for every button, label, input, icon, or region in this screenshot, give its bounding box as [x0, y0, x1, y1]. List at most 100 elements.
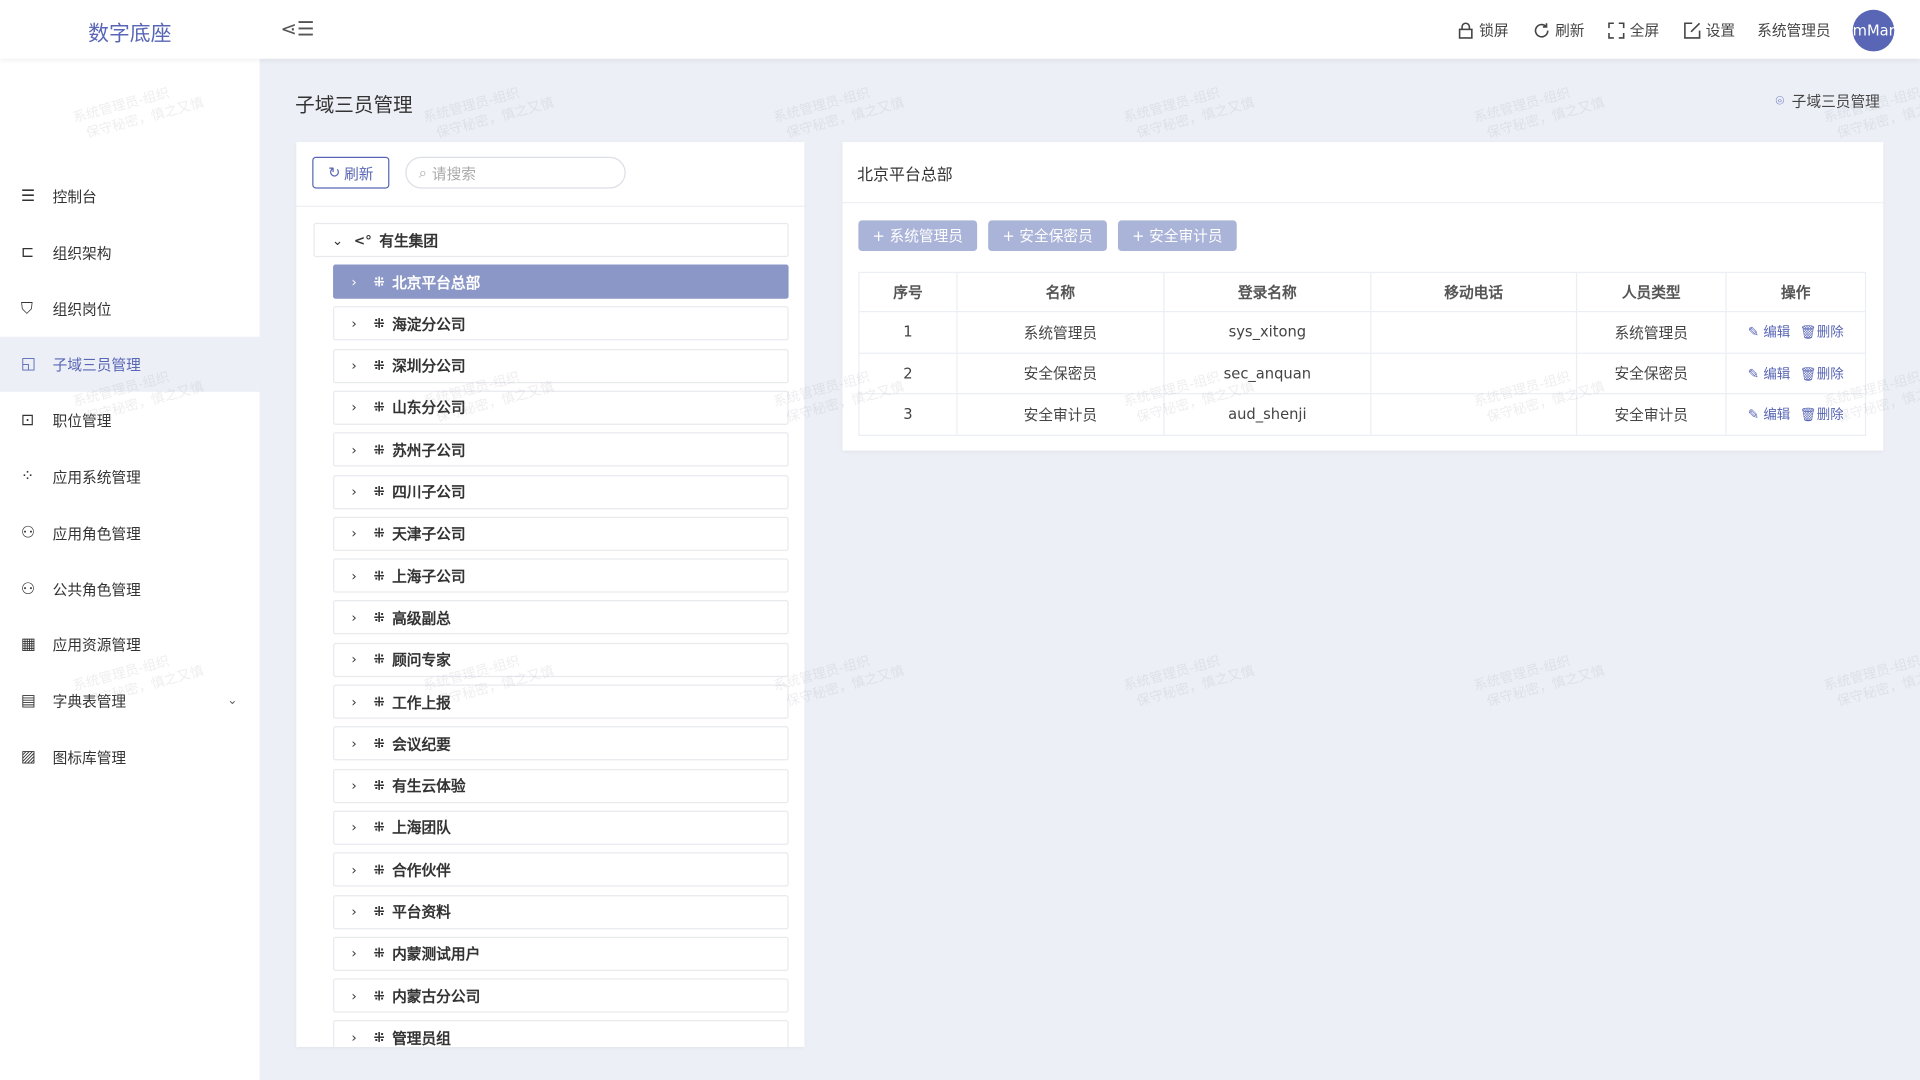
tree-node[interactable]: › ⁜ 上海子公司	[333, 558, 789, 593]
chevron-right-icon[interactable]: ›	[351, 651, 357, 668]
sidebar-item[interactable]: ⚇ 应用角色管理	[0, 505, 260, 560]
chevron-right-icon[interactable]: ›	[351, 273, 357, 290]
lock-screen-button[interactable]: 锁屏	[1457, 20, 1509, 41]
tree-node[interactable]: › ⁜ 山东分公司	[333, 390, 789, 425]
sidebar-item-label: 图标库管理	[52, 749, 127, 767]
cell-login: aud_shenji	[1163, 393, 1372, 436]
detail-title: 北京平台总部	[857, 166, 953, 185]
add-security-officer-button[interactable]: + 安全保密员	[988, 220, 1107, 252]
delete-link[interactable]: 🗑删除	[1800, 325, 1844, 341]
sidebar-item[interactable]: ▦ 应用资源管理	[0, 618, 260, 673]
watermark-line: 系统管理员-组织	[1472, 84, 1572, 126]
sidebar-item[interactable]: ⚇ 公共角色管理	[0, 562, 260, 617]
sidebar-item[interactable]: ⁘ 应用系统管理	[0, 449, 260, 504]
org-node-icon: ⁜	[373, 525, 385, 542]
sidebar-item-label: 职位管理	[52, 412, 112, 431]
chevron-right-icon[interactable]: ›	[351, 987, 357, 1004]
watermark-line: 保守秘密，慎之又慎	[1835, 662, 1920, 710]
staff-table: 序号 名称 登录名称 移动电话 人员类型 操作 1 系统管理员 sys_xitong…	[858, 271, 1867, 436]
sidebar-item[interactable]: ⊡ 职位管理	[0, 393, 260, 448]
refresh-icon	[1534, 22, 1549, 37]
col-no: 序号	[858, 271, 958, 313]
add-system-admin-button[interactable]: + 系统管理员	[858, 220, 978, 252]
tree-refresh-button[interactable]: ↻ 刷新	[312, 156, 390, 189]
org-node-icon: ⁜	[373, 1029, 385, 1046]
chevron-right-icon[interactable]: ›	[351, 1029, 357, 1046]
watermark: 系统管理员-组织 保守秘密，慎之又慎	[1122, 644, 1257, 713]
lock-label: 锁屏	[1479, 22, 1509, 40]
chevron-right-icon[interactable]: ›	[351, 399, 357, 416]
cell-no: 3	[858, 393, 958, 436]
chevron-right-icon[interactable]: ›	[351, 315, 357, 332]
tree-node-label: 上海团队	[392, 819, 451, 837]
tree-node[interactable]: › ⁜ 内蒙测试用户	[333, 936, 789, 971]
chevron-right-icon[interactable]: ›	[351, 525, 357, 542]
book-icon: ▤	[20, 692, 36, 711]
chevron-right-icon[interactable]: ›	[351, 483, 357, 500]
chevron-right-icon[interactable]: ›	[351, 777, 357, 794]
app-logo: 数字底座	[88, 22, 172, 47]
breadcrumb-item[interactable]: 子域三员管理	[1791, 93, 1880, 111]
edit-icon: ✎	[1747, 365, 1760, 382]
tree-node-label: 天津子公司	[392, 525, 466, 543]
tree-node[interactable]: › ⁜ 天津子公司	[333, 516, 789, 551]
refresh-page-button[interactable]: 刷新	[1533, 20, 1585, 41]
watermark-line: 系统管理员-组织	[1822, 652, 1920, 694]
fullscreen-button[interactable]: 全屏	[1608, 20, 1659, 41]
sidebar-item[interactable]: ◱ 子域三员管理	[0, 337, 260, 393]
watermark-line: 保守秘密，慎之又慎	[1485, 662, 1607, 710]
delete-link[interactable]: 🗑删除	[1800, 407, 1844, 423]
chevron-right-icon[interactable]: ›	[351, 903, 357, 920]
edit-link[interactable]: ✎ 编辑	[1748, 325, 1791, 341]
sidebar-item[interactable]: ⛉ 组织岗位	[0, 281, 260, 336]
tree-node[interactable]: › ⁜ 工作上报	[333, 684, 789, 719]
sidebar-item[interactable]: ⊏ 组织架构	[0, 225, 260, 280]
tree-node[interactable]: › ⁜ 深圳分公司	[333, 348, 789, 383]
tree-root[interactable]: ⌄ <° 有生集团	[313, 222, 789, 258]
tree-node[interactable]: › ⁜ 北京平台总部	[333, 264, 789, 299]
edit-link[interactable]: ✎ 编辑	[1748, 407, 1791, 423]
tree-node[interactable]: › ⁜ 合作伙伴	[333, 852, 789, 887]
edit-link[interactable]: ✎ 编辑	[1748, 366, 1791, 382]
org-node-icon: ⁜	[373, 441, 385, 458]
tree-node[interactable]: › ⁜ 平台资料	[333, 894, 789, 929]
chevron-right-icon[interactable]: ›	[351, 441, 357, 458]
sidebar-item[interactable]: ▤ 字典表管理 ⌄	[0, 674, 260, 729]
chevron-right-icon[interactable]: ›	[351, 861, 357, 878]
tree-node[interactable]: › ⁜ 四川子公司	[333, 474, 789, 509]
detail-panel: 北京平台总部 + 系统管理员 + 安全保密员 + 安全审计员 序号 名称 登录名…	[842, 142, 1884, 451]
chevron-right-icon[interactable]: ›	[351, 567, 357, 584]
tree-node[interactable]: › ⁜ 高级副总	[333, 600, 789, 635]
user-menu[interactable]: 系统管理员	[1757, 22, 1831, 40]
tree-node[interactable]: › ⁜ 会议纪要	[333, 726, 789, 761]
collapse-sidebar-icon[interactable]: ⋖☰	[280, 17, 315, 41]
chevron-right-icon[interactable]: ›	[351, 735, 357, 752]
org-node-icon: ⁜	[373, 819, 385, 836]
chevron-right-icon[interactable]: ›	[351, 357, 357, 374]
edit-label: 编辑	[1763, 365, 1791, 382]
add-auditor-button[interactable]: + 安全审计员	[1117, 220, 1237, 252]
chevron-right-icon[interactable]: ›	[351, 945, 357, 962]
chevron-right-icon[interactable]: ›	[351, 819, 357, 836]
tree-node[interactable]: › ⁜ 内蒙古分公司	[333, 978, 789, 1013]
tree-node[interactable]: › ⁜ 苏州子公司	[333, 432, 789, 467]
chevron-down-icon[interactable]: ⌄	[331, 232, 344, 248]
chevron-right-icon[interactable]: ›	[351, 609, 357, 626]
org-node-icon: ⁜	[373, 945, 385, 962]
delete-link[interactable]: 🗑删除	[1800, 366, 1844, 382]
chevron-down-icon[interactable]: ⌄	[227, 694, 238, 708]
sidebar-item[interactable]: ▨ 图标库管理	[0, 730, 260, 785]
tree-node-label: 山东分公司	[392, 399, 466, 417]
chevron-right-icon[interactable]: ›	[351, 693, 357, 710]
tree-node[interactable]: › ⁜ 顾问专家	[333, 642, 789, 677]
tree-node[interactable]: › ⁜ 有生云体验	[333, 768, 789, 803]
tree-node[interactable]: › ⁜ 管理员组	[333, 1020, 789, 1047]
tree-node[interactable]: › ⁜ 海淀分公司	[333, 306, 789, 341]
avatar[interactable]: mMar	[1852, 9, 1895, 52]
sidebar-item[interactable]: ☰ 控制台	[0, 169, 260, 224]
tree-search-input[interactable]: ⌕ 请搜索	[405, 156, 626, 189]
sidebar-item-label: 字典表管理	[52, 693, 127, 711]
settings-button[interactable]: 设置	[1684, 20, 1735, 41]
cell-no: 2	[858, 352, 958, 395]
tree-node[interactable]: › ⁜ 上海团队	[333, 810, 789, 845]
